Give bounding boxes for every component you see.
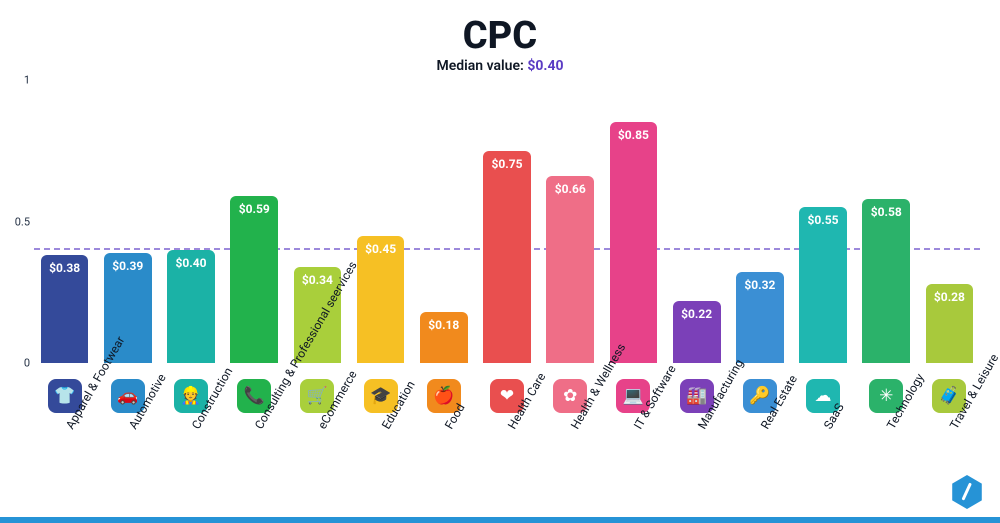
bar-slot: $0.22: [666, 80, 727, 363]
bar-slot: $0.59: [224, 80, 285, 363]
x-labels: 👕Apparel & Footwear🚗Automotive👷Construct…: [34, 373, 980, 523]
x-label-slot: 🍎Food: [413, 373, 474, 523]
bar-slot: $0.40: [160, 80, 221, 363]
bar-slot: $0.75: [476, 80, 537, 363]
bar: $0.38: [41, 255, 89, 363]
x-label-slot: ❤Health Care: [476, 373, 537, 523]
bar: $0.32: [736, 272, 784, 363]
chart-subtitle: Median value: $0.40: [0, 58, 1000, 74]
y-axis: 00.51: [10, 80, 34, 363]
bar-value-label: $0.85: [618, 128, 649, 142]
bar: $0.18: [420, 312, 468, 363]
brand-logo: [952, 475, 982, 509]
x-label-slot: 🏭Manufacturing: [666, 373, 727, 523]
bar: $0.22: [673, 301, 721, 363]
x-label-slot: 🎓Education: [350, 373, 411, 523]
x-label-slot: 💻IT & Software: [603, 373, 664, 523]
subtitle-prefix: Median value:: [436, 58, 527, 74]
bar: $0.85: [610, 122, 658, 363]
bar: $0.58: [862, 199, 910, 363]
x-label-slot: 👷Construction: [160, 373, 221, 523]
bar-slot: $0.18: [413, 80, 474, 363]
x-label-slot: ☁SaaS: [792, 373, 853, 523]
x-label-slot: 📞Consulting & Professional seervices: [224, 373, 285, 523]
x-label-slot: 🚗Automotive: [97, 373, 158, 523]
x-label-slot: ✳Technology: [856, 373, 917, 523]
bar: $0.55: [799, 207, 847, 363]
bar-value-label: $0.75: [492, 157, 523, 171]
bar-slot: $0.28: [919, 80, 980, 363]
bar-value-label: $0.32: [744, 278, 775, 292]
bar: $0.75: [483, 151, 531, 363]
bar-value-label: $0.38: [49, 261, 80, 275]
bar: $0.59: [230, 196, 278, 363]
footer-line: [0, 517, 1000, 523]
x-label-slot: 🛒eCommerce: [287, 373, 348, 523]
bar-slot: $0.39: [97, 80, 158, 363]
bar-value-label: $0.45: [365, 242, 396, 256]
bar-slot: $0.45: [350, 80, 411, 363]
bar: $0.40: [167, 250, 215, 363]
chart-area: 00.51 $0.38$0.39$0.40$0.59$0.34$0.45$0.1…: [34, 80, 980, 363]
bar-value-label: $0.40: [175, 256, 206, 270]
x-label-slot: ✿Health & Wellness: [540, 373, 601, 523]
y-tick: 1: [10, 74, 30, 87]
x-label-slot: 🔑Real Estate: [729, 373, 790, 523]
bar-slot: $0.58: [856, 80, 917, 363]
bar-value-label: $0.66: [555, 182, 586, 196]
median-value: $0.40: [527, 58, 563, 74]
bar-value-label: $0.34: [302, 273, 333, 287]
bar-value-label: $0.28: [934, 290, 965, 304]
bar: $0.28: [926, 284, 974, 363]
bars-container: $0.38 $0.39 $0.40 $0.59 $0.34 $0.45 $0.18 $0.75…: [34, 80, 980, 363]
bar: $0.45: [357, 236, 405, 363]
bar-value-label: $0.22: [681, 307, 712, 321]
bar: $0.66: [546, 176, 594, 363]
x-label-slot: 👕Apparel & Footwear: [34, 373, 95, 523]
bar-value-label: $0.18: [428, 318, 459, 332]
bar-slot: $0.66: [540, 80, 601, 363]
bar-slot: $0.55: [792, 80, 853, 363]
bar-value-label: $0.55: [808, 213, 839, 227]
y-tick: 0.5: [10, 215, 30, 228]
chart-title: CPC: [0, 0, 1000, 58]
bar-slot: $0.32: [729, 80, 790, 363]
bar-value-label: $0.39: [112, 259, 143, 273]
y-tick: 0: [10, 357, 30, 370]
bar-value-label: $0.58: [871, 205, 902, 219]
bar-slot: $0.38: [34, 80, 95, 363]
bar-value-label: $0.59: [239, 202, 270, 216]
bar-slot: $0.85: [603, 80, 664, 363]
